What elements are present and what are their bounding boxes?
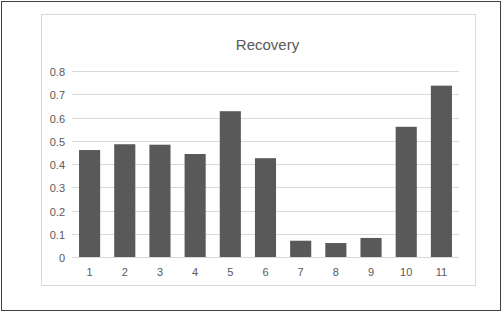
y-tick-label: 0.4	[50, 159, 65, 171]
x-tick-label: 11	[436, 266, 447, 278]
x-tick-label: 9	[368, 266, 374, 278]
chart-svg: Recovery 0 0.1 0.2 0.3 0.4 0.5 0.6 0.7 0.8 1 2 3 4 5 6 7…	[0, 0, 502, 312]
y-tick-label: 0.7	[50, 89, 65, 101]
bar	[396, 127, 417, 257]
x-tick-label: 6	[262, 266, 268, 278]
bar	[325, 243, 346, 257]
y-tick-label: 0	[59, 252, 65, 264]
x-tick-label: 5	[227, 266, 233, 278]
x-tick-label: 10	[400, 266, 412, 278]
grid-line	[72, 94, 459, 95]
bar	[431, 86, 452, 257]
bar	[255, 158, 276, 257]
bar	[79, 150, 100, 257]
chart-area-border	[42, 15, 476, 286]
grid-line	[72, 118, 459, 119]
grid-line	[72, 257, 459, 258]
y-tick-label: 0.8	[50, 66, 65, 78]
bar	[360, 238, 381, 257]
x-tick-label: 2	[122, 266, 128, 278]
grid-line	[72, 71, 459, 72]
outer-frame	[2, 2, 501, 311]
y-tick-label: 0.5	[50, 136, 65, 148]
x-axis-line	[72, 257, 459, 258]
x-tick-label: 3	[157, 266, 163, 278]
y-tick-label: 0.1	[50, 229, 65, 241]
bar	[220, 111, 241, 257]
y-tick-label: 0.6	[50, 113, 65, 125]
x-tick-label: 4	[192, 266, 198, 278]
x-tick-label: 7	[298, 266, 304, 278]
bar	[185, 154, 206, 257]
y-tick-label: 0.2	[50, 206, 65, 218]
chart-container: Recovery 0 0.1 0.2 0.3 0.4 0.5 0.6 0.7 0.8 1 2 3 4 5 6 7…	[0, 0, 502, 312]
bar	[290, 241, 311, 257]
x-tick-label: 1	[87, 266, 93, 278]
y-tick-label: 0.3	[50, 182, 65, 194]
chart-title: Recovery	[236, 36, 300, 53]
bars	[79, 86, 452, 257]
bar	[114, 144, 135, 257]
bar	[149, 145, 170, 257]
x-tick-label: 8	[333, 266, 339, 278]
